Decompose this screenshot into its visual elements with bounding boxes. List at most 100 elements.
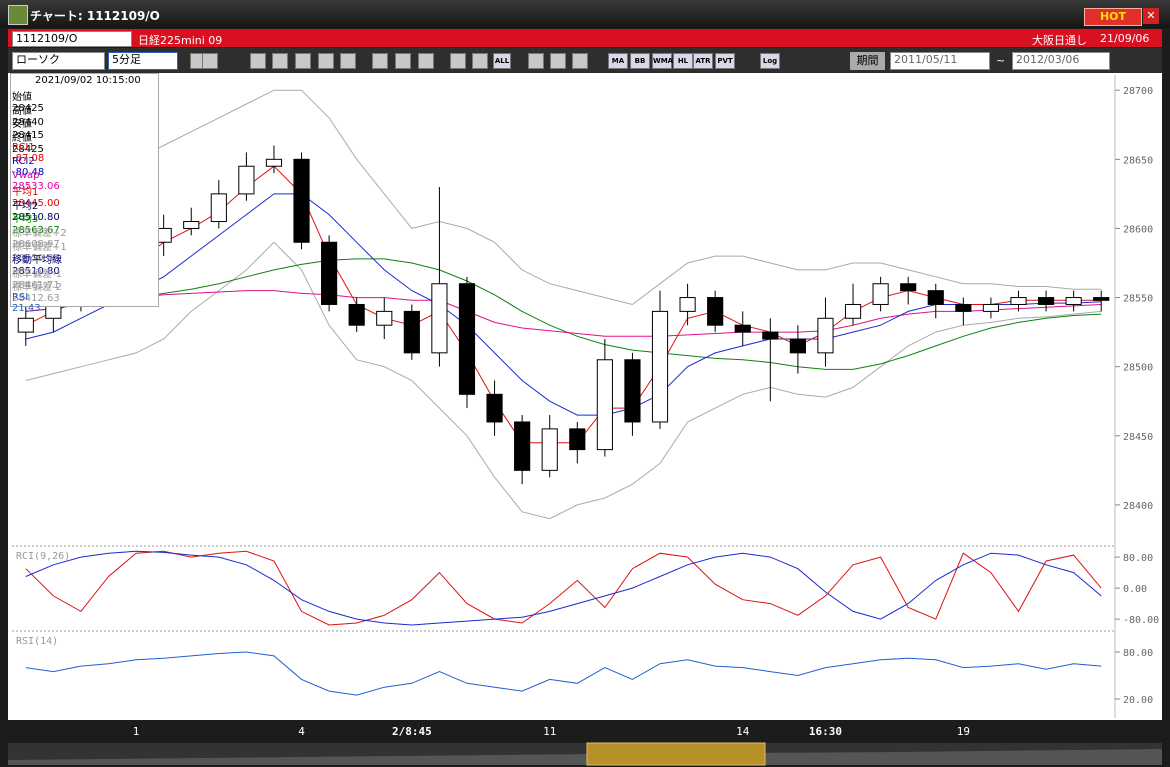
toolbar-icon[interactable] (550, 53, 566, 69)
candle-body (348, 303, 365, 326)
y-tick-label: 28500 (1123, 363, 1153, 374)
x-tick-label: 11 (543, 725, 556, 738)
header-date: 21/09/06 (1100, 32, 1150, 45)
y-tick-label: 20.00 (1123, 695, 1153, 706)
toolbar-icon[interactable] (340, 53, 356, 69)
candle-body (265, 158, 283, 167)
y-tick-label: 28400 (1123, 501, 1153, 512)
indicator-line (25, 193, 1102, 416)
toolbar-icon[interactable] (318, 53, 334, 69)
info-value: 28445.00 (12, 198, 60, 210)
candle-body (982, 303, 999, 312)
info-value: 28461.71 (12, 279, 60, 291)
scrollbar-thumb[interactable] (586, 742, 766, 766)
candle-body (679, 297, 696, 312)
info-label: 安値 (12, 119, 32, 131)
info-label: 標準偏差-1 (12, 268, 62, 280)
toolbar-icon[interactable] (202, 53, 218, 69)
toolbar-icon[interactable] (372, 53, 388, 69)
candle-body (486, 393, 503, 423)
toolbar-icon[interactable] (395, 53, 411, 69)
y-tick-label: 80.00 (1123, 648, 1153, 659)
info-label: 高値 (12, 105, 32, 117)
info-value: 28412.63 (12, 293, 60, 305)
toolbar-icon[interactable]: ATR (693, 53, 713, 69)
toolbar-icon[interactable] (472, 53, 488, 69)
y-tick-label: 80.00 (1123, 553, 1153, 564)
info-row: 標準偏差+2 28608.97 (12, 224, 156, 250)
toolbar-icon[interactable]: ALL (493, 53, 511, 69)
toolbar-icon[interactable]: PVT (715, 53, 735, 69)
toolbar-icon[interactable] (250, 53, 266, 69)
info-row: 安値 28415 (12, 115, 156, 141)
session: 大阪日通し (1032, 34, 1087, 47)
from-date[interactable]: 2011/05/11 (890, 52, 990, 70)
toolbar-icon[interactable]: MA (608, 53, 628, 69)
info-label: 始値 (12, 92, 32, 103)
candle-body (238, 165, 255, 195)
y-tick-label: -80.00 (1123, 615, 1159, 626)
info-row: RCI2 -80.48 (12, 156, 156, 178)
y-tick-label: 28450 (1123, 432, 1153, 443)
toolbar-icon[interactable]: HL (673, 53, 693, 69)
info-value: 28608.97 (12, 239, 60, 250)
indicator-line (25, 89, 1102, 306)
toolbar-icon[interactable] (528, 53, 544, 69)
info-label: 平均1 (12, 187, 39, 199)
candle-body (321, 241, 338, 305)
indicator-line (25, 241, 1102, 520)
info-value: 28533.06 (12, 180, 60, 192)
info-value: 28510.80 (12, 266, 60, 278)
symbol-select[interactable]: 1112109/O (12, 31, 132, 47)
chart-type-select[interactable]: ローソク (12, 52, 105, 70)
panel-title: RSI(14) (16, 636, 58, 647)
candle-body (403, 310, 420, 354)
date-separator: ~ (996, 54, 1006, 67)
candle-body (431, 283, 448, 354)
info-label: Vwap (12, 169, 40, 181)
toolbar-icon[interactable]: BB (630, 53, 650, 69)
candle-body (293, 158, 310, 243)
candle-body (624, 359, 641, 423)
candle-body (210, 193, 227, 223)
toolbar-icon[interactable] (450, 53, 466, 69)
candle-body (844, 303, 862, 319)
indicator-line (25, 550, 1102, 626)
candle-body (872, 283, 889, 305)
info-panel: 2021/09/02 10:15:00 始値 28425 高値 28440 安値 2841… (10, 73, 159, 314)
y-tick-label: 28550 (1123, 294, 1153, 305)
info-label: RCI1 (12, 142, 35, 154)
info-row: Vwap 28533.06 (12, 169, 156, 192)
interval-select[interactable]: 5分足 (108, 52, 178, 70)
period-button[interactable]: 期間 (850, 52, 885, 70)
close-button[interactable]: ✕ (1143, 8, 1159, 24)
hot-button[interactable]: HOT (1084, 8, 1142, 26)
y-tick-label: 0.00 (1123, 584, 1147, 595)
indicator-line (25, 290, 1102, 337)
to-date[interactable]: 2012/03/06 (1012, 52, 1110, 70)
candle-body (17, 317, 34, 333)
info-row: 標準偏差+1 28559.89 (12, 238, 156, 264)
title-bar (0, 0, 1170, 28)
toolbar-icon[interactable]: Log (760, 53, 780, 69)
toolbar-icon[interactable] (572, 53, 588, 69)
toolbar-icon[interactable] (272, 53, 288, 69)
symbol-bar (8, 29, 1162, 47)
toolbar-icon[interactable] (418, 53, 434, 69)
candle-body (1093, 297, 1110, 301)
x-tick-label: 2/8:45 (392, 725, 432, 738)
info-datetime: 2021/09/02 10:15:00 (35, 75, 141, 86)
candle-body (1065, 297, 1082, 305)
scrollbar-overview (8, 749, 1162, 765)
y-tick-label: 28600 (1123, 224, 1153, 235)
toolbar-icon[interactable] (295, 53, 311, 69)
info-value: -87.08 (12, 153, 45, 165)
info-value: 28415 (12, 130, 44, 142)
info-row: 始値 28425 (12, 88, 156, 114)
plot-background (8, 73, 1162, 720)
toolbar-icon[interactable]: WMA (652, 53, 673, 69)
indicator-line (25, 651, 1102, 696)
info-label: 標準偏差-2 (12, 282, 62, 294)
info-row: RSI 21.43 (12, 292, 156, 314)
